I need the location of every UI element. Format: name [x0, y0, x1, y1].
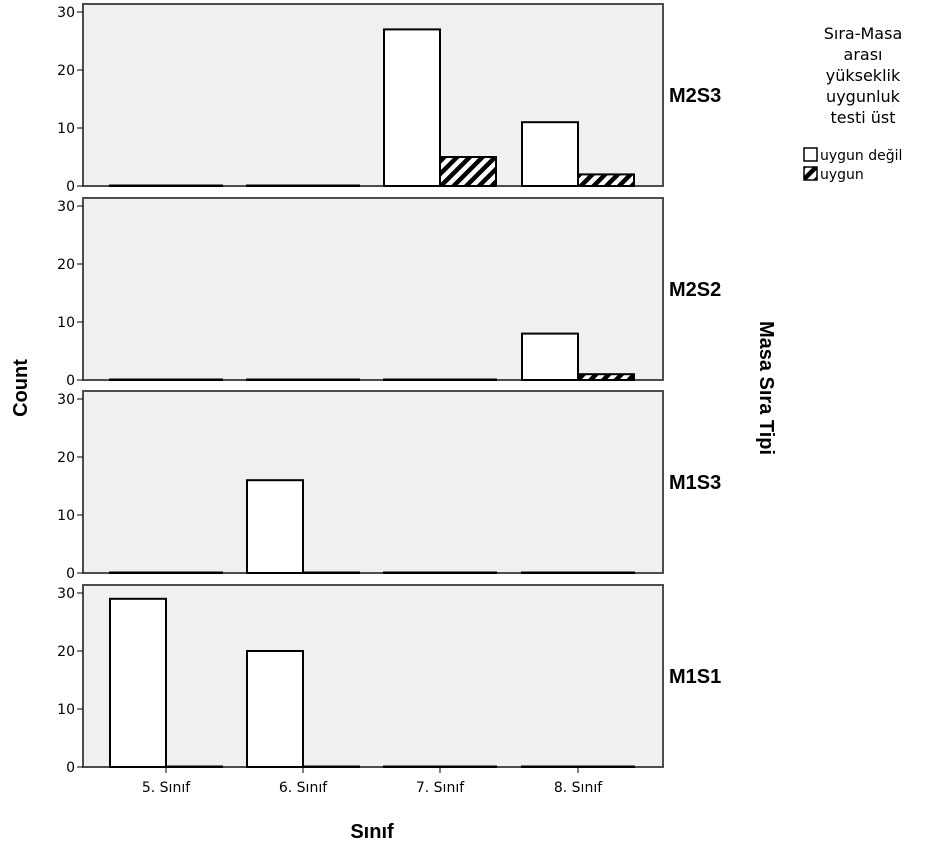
y-tick-label: 0 — [66, 179, 75, 195]
bar-m2s2-6-uygun — [302, 378, 360, 381]
panel-label: M1S3 — [669, 472, 721, 494]
y-tick-label: 0 — [66, 566, 75, 582]
legend-title-line: testi üst — [830, 108, 895, 127]
bar-m1s1-6-uygun — [302, 765, 360, 768]
y-tick-label: 30 — [57, 586, 75, 602]
bar-m2s2-8-uygun-degil — [521, 332, 579, 382]
legend-title-line: Sıra-Masa — [824, 24, 903, 43]
bar-m1s3-7-uygun-degil — [383, 571, 441, 574]
legend-title-line: uygunluk — [826, 87, 901, 106]
bar-m2s2-7-uygun — [439, 378, 497, 381]
panel-m2s2: 0 10 20 30 M2S2 — [57, 197, 721, 389]
bar-m1s1-8-uygun — [577, 765, 635, 768]
bar-m2s3-7-uygun-degil — [383, 28, 441, 188]
bar-m1s1-5-uygun-degil — [109, 597, 167, 768]
y-tick-label: 0 — [66, 373, 75, 389]
panel-background — [82, 390, 664, 574]
bar-m2s3-5-uygun — [165, 184, 223, 187]
panel-label: M2S2 — [669, 279, 721, 301]
y-tick-label: 10 — [57, 121, 75, 137]
bar-m1s3-8-uygun — [577, 571, 635, 574]
y-tick-label: 0 — [66, 760, 75, 776]
bar-m1s1-7-uygun-degil — [383, 765, 441, 768]
bar-m1s1-6-uygun-degil — [246, 650, 304, 768]
x-axis-title: Sınıf — [350, 821, 394, 843]
y-tick-label: 30 — [57, 392, 75, 408]
legend-title-line: arası — [844, 45, 883, 64]
bar-m2s3-7-uygun — [439, 156, 497, 187]
y-tick-label: 20 — [57, 257, 75, 273]
legend-swatch — [803, 166, 818, 181]
panel-label: M2S3 — [669, 85, 721, 107]
y-tick-label: 10 — [57, 702, 75, 718]
bar-m2s3-8-uygun — [577, 173, 635, 187]
bar-m1s1-5-uygun — [165, 765, 223, 768]
x-axis: 5. Sınıf 6. Sınıf 7. Sınıf 8. Sınıf — [142, 767, 603, 796]
y-tick-label: 10 — [57, 315, 75, 331]
legend-label: uygun — [820, 167, 864, 183]
legend-title-line: yükseklik — [826, 66, 901, 85]
y-tick-label: 30 — [57, 199, 75, 215]
panels: 0 10 20 30 M2S3 0 10 20 30 M2S2 0 10 20 30 M1S3 0 10 20 30… — [57, 3, 721, 796]
panel-m2s3: 0 10 20 30 M2S3 — [57, 3, 721, 195]
x-tick-label: 6. Sınıf — [279, 780, 328, 796]
panel-m1s1: 0 10 20 30 M1S1 — [57, 584, 721, 776]
facet-axis-title: Masa Sıra Tipi — [755, 321, 777, 455]
bar-m2s2-6-uygun-degil — [246, 378, 304, 381]
bar-m1s3-6-uygun — [302, 571, 360, 574]
legend-swatch — [803, 147, 818, 162]
bar-m2s2-8-uygun — [577, 373, 635, 382]
x-tick-label: 7. Sınıf — [416, 780, 465, 796]
x-tick-label: 5. Sınıf — [142, 780, 191, 796]
bar-m1s3-7-uygun — [439, 571, 497, 574]
legend-label: uygun değil — [820, 148, 902, 164]
bar-m1s1-8-uygun-degil — [521, 765, 579, 768]
y-tick-label: 30 — [57, 5, 75, 21]
y-tick-label: 20 — [57, 450, 75, 466]
panel-background — [82, 584, 664, 768]
bar-m2s3-6-uygun-degil — [246, 184, 304, 187]
panel-label: M1S1 — [669, 666, 721, 688]
bar-m1s3-5-uygun-degil — [109, 571, 167, 574]
bar-m1s1-7-uygun — [439, 765, 497, 768]
bar-m2s3-8-uygun-degil — [521, 121, 579, 187]
bar-m2s3-6-uygun — [302, 184, 360, 187]
y-axis-title: Count — [10, 359, 32, 417]
bar-m1s3-6-uygun-degil — [246, 479, 304, 575]
bar-m1s3-5-uygun — [165, 571, 223, 574]
bar-m1s3-8-uygun-degil — [521, 571, 579, 574]
bar-m2s2-5-uygun — [165, 378, 223, 381]
bar-m2s3-5-uygun-degil — [109, 184, 167, 187]
bar-m2s2-7-uygun-degil — [383, 378, 441, 381]
y-tick-label: 20 — [57, 63, 75, 79]
panel-m1s3: 0 10 20 30 M1S3 — [57, 390, 721, 582]
y-tick-label: 20 — [57, 644, 75, 660]
y-tick-label: 10 — [57, 508, 75, 524]
legend: Sıra-Masa arası yükseklik uygunluk testi üst… — [803, 24, 903, 183]
bar-m2s2-5-uygun-degil — [109, 378, 167, 381]
x-tick-label: 8. Sınıf — [554, 780, 603, 796]
